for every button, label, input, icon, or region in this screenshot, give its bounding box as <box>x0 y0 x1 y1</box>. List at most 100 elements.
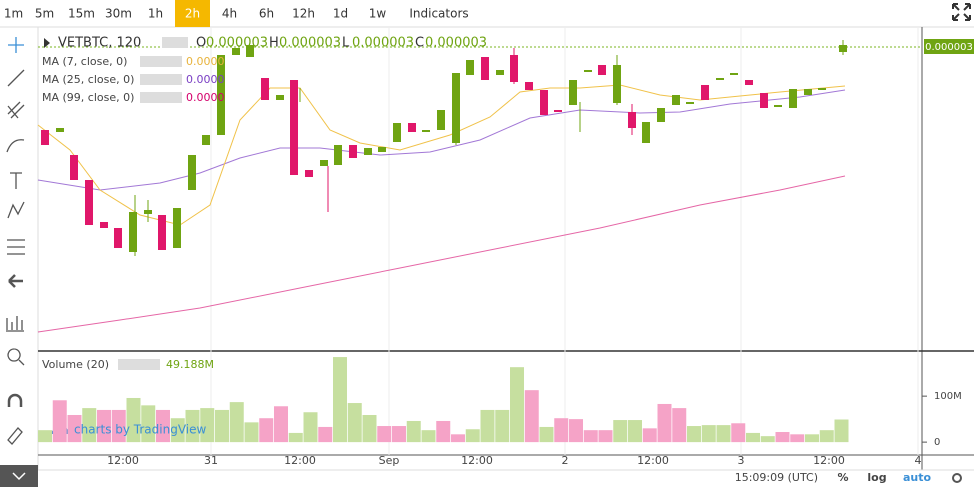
text-tool[interactable] <box>10 172 22 189</box>
magnet-tool[interactable] <box>7 393 23 407</box>
volume-bar <box>82 408 97 443</box>
candle-wicks <box>134 40 844 256</box>
volume-bar <box>111 409 126 443</box>
back-tool[interactable] <box>8 274 23 288</box>
volume-settings[interactable] <box>118 359 160 370</box>
ma-name: MA (99, close, 0) <box>42 91 134 104</box>
x-tick-label: 4 <box>915 454 922 467</box>
y-tick-label: 100M <box>934 391 962 402</box>
interval-button[interactable]: 6h <box>259 7 274 21</box>
volume-value: 49.188M <box>166 358 214 371</box>
x-tick-label: 31 <box>204 454 218 467</box>
x-tick-label: 12:00 <box>107 454 139 467</box>
volume-bar <box>318 426 333 443</box>
ma-settings[interactable] <box>140 74 182 85</box>
volume-bar <box>274 406 288 443</box>
log-button[interactable]: log <box>867 471 886 484</box>
ohlc-key: L <box>342 36 350 51</box>
volume-bar <box>244 422 259 443</box>
volume-bar <box>539 426 554 443</box>
volume-bar <box>215 409 229 443</box>
measure-tool[interactable] <box>6 316 24 332</box>
volume-bar <box>347 403 362 443</box>
symbol-settings[interactable] <box>162 37 188 48</box>
volume-bar <box>687 426 701 443</box>
volume-bar <box>229 402 244 443</box>
ohlc-value: 0.000003 <box>206 36 268 51</box>
interval-button[interactable]: 1d <box>333 7 348 21</box>
brush-tool[interactable] <box>6 139 25 153</box>
volume-bar <box>156 409 170 443</box>
interval-button[interactable]: 5m <box>35 7 54 21</box>
interval-button[interactable]: 4h <box>222 7 237 21</box>
indicators-button[interactable]: Indicators <box>409 7 468 21</box>
price-label: 0.000003 <box>925 42 973 53</box>
ma-value: 0.0000 <box>186 55 225 68</box>
interval-button[interactable]: 1h <box>148 7 163 21</box>
ma-settings[interactable] <box>140 56 182 67</box>
settings-icon[interactable] <box>952 473 962 483</box>
interval-button[interactable]: 1w <box>369 7 387 21</box>
volume-bar <box>524 390 539 443</box>
volume-bar <box>495 409 510 443</box>
fib-tool[interactable] <box>7 101 25 119</box>
volume-bar <box>67 414 82 443</box>
vertical-grid <box>210 27 919 455</box>
x-tick-label: 12:00 <box>637 454 669 467</box>
ma-value: 0.0000 <box>186 91 225 104</box>
ma-value: 0.0000 <box>186 73 225 86</box>
volume-bar <box>613 420 628 443</box>
prediction-tool[interactable] <box>7 239 25 255</box>
scroll-button[interactable] <box>0 465 38 487</box>
volume-bar <box>288 432 303 443</box>
volume-bar <box>52 400 67 443</box>
ma-settings[interactable] <box>140 92 182 103</box>
interval-button[interactable]: 12h <box>292 7 315 21</box>
volume-name: Volume (20) <box>42 358 109 371</box>
volume-bar <box>200 408 215 443</box>
ma-legend: MA (7, close, 0) 0.0000 MA (25, close, 0) 0… <box>42 55 225 104</box>
volume-bar <box>185 409 200 443</box>
crosshair-tool[interactable] <box>8 37 24 53</box>
x-tick-label: 3 <box>738 454 745 467</box>
symbol: VETBTC, 120 <box>58 36 141 51</box>
volume-bar <box>141 405 156 443</box>
lock-tool[interactable] <box>7 427 23 445</box>
auto-button[interactable]: auto <box>903 471 932 484</box>
ma-name: MA (25, close, 0) <box>42 73 134 86</box>
ohlc-value: 0.000003 <box>279 36 341 51</box>
clock: 15:09:09 (UTC) <box>735 471 818 484</box>
volume-bar <box>480 409 495 443</box>
zoom-tool[interactable] <box>7 348 25 366</box>
volume-bar <box>834 419 849 443</box>
volume-bar <box>790 434 805 443</box>
watermark: charts by TradingView <box>74 423 206 437</box>
volume-bar <box>583 430 598 443</box>
ma99-line <box>37 175 846 333</box>
interval-button[interactable]: 1m <box>4 7 23 21</box>
fullscreen-icon[interactable] <box>952 3 971 21</box>
y-tick-label: 0 <box>934 437 940 448</box>
x-tick-label: 12:00 <box>284 454 316 467</box>
pattern-tool[interactable] <box>7 201 25 219</box>
volume-bar <box>421 430 436 443</box>
percent-button[interactable]: % <box>837 471 848 484</box>
x-tick-label: 12:00 <box>813 454 845 467</box>
interval-button[interactable]: 15m <box>68 7 95 21</box>
volume-bar <box>657 403 672 443</box>
volume-bar <box>451 434 465 443</box>
ohlc-group: O 0.000003 H 0.000003 L 0.000003 C 0.000003 <box>196 36 487 51</box>
ma-name: MA (7, close, 0) <box>42 55 127 68</box>
volume-bar <box>760 436 775 443</box>
ohlc-value: 0.000003 <box>425 36 487 51</box>
interval-button[interactable]: 30m <box>105 7 132 21</box>
volume-bar <box>746 432 760 443</box>
x-tick-label: 12:00 <box>461 454 493 467</box>
volume-bar <box>170 418 185 443</box>
volume-bar <box>731 423 746 443</box>
time-axis: 12:00 31 12:00 Sep 12:00 2 12:00 3 12:00… <box>107 454 921 467</box>
line-tool[interactable] <box>7 69 25 87</box>
interval-button[interactable]: 2h <box>185 7 200 21</box>
volume-bar <box>303 412 318 443</box>
